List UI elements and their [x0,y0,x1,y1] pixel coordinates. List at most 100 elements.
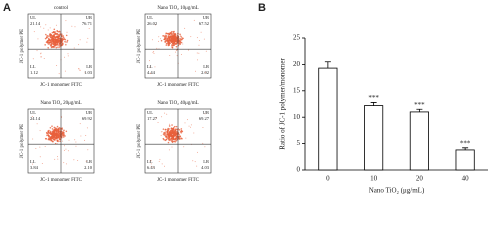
y-axis-label: JC-1 polymer PE [137,124,142,158]
significance-label: *** [414,101,425,109]
dot [167,37,169,40]
dot [174,140,177,143]
x-tick-label: 10 [370,175,378,183]
dot [43,57,45,59]
dot [176,130,178,132]
dot [48,43,51,45]
dot [183,146,185,148]
dot [167,141,170,144]
dot [203,38,205,40]
dot [164,36,166,38]
dot [63,132,65,134]
dot [168,149,170,151]
dot [45,24,47,26]
dot [166,32,169,35]
dot [78,44,80,46]
dot [190,36,192,38]
dot [51,125,53,127]
dot [152,51,154,53]
dot [190,126,192,128]
dot [168,39,171,41]
dot [75,145,77,147]
dot [75,141,77,143]
dot [174,35,177,37]
dot [43,27,45,29]
dot [204,71,206,73]
dot [56,139,59,141]
quadrant-value: 6.43 [147,165,156,170]
dot [171,33,173,36]
dot [64,40,66,43]
dot [165,42,168,45]
quadrant-value: 67.52 [199,21,209,26]
dot [35,147,37,149]
dot [50,43,53,46]
dot [51,128,54,130]
dot [171,35,173,38]
dot [58,46,61,48]
dot [181,130,184,133]
dot [164,131,167,133]
dot [162,137,165,140]
dot [180,128,183,130]
dot [45,131,48,134]
dot [54,43,57,45]
quadrant-label: LL [30,159,36,164]
dot [170,31,172,34]
dot [55,130,57,132]
dot [58,73,60,75]
dot [39,146,41,148]
error-bar [324,61,331,69]
dot [156,47,158,49]
dot [162,128,165,130]
dot [164,112,166,114]
dot [74,26,76,28]
dot [49,27,51,29]
dot [170,36,173,39]
dot [74,139,76,141]
dot [171,139,173,141]
dot [66,41,68,43]
quadrant-label: LR [86,159,92,164]
plot-title: Nano TiO₂ 10μg/mL [157,6,198,11]
dot [170,41,173,44]
dot [197,59,199,61]
dot [61,127,63,130]
quadrant-value: 69.27 [199,116,210,121]
dot [179,137,181,139]
quadrant-label: LL [147,159,153,164]
dot [149,66,151,68]
plot-title: Nano TiO₂ 40μg/mL [157,101,198,106]
dot [56,32,59,35]
dot [45,33,47,36]
dot [158,160,160,162]
dot [87,149,89,151]
dot [63,149,65,151]
dot [188,49,190,51]
dot [172,43,175,45]
dot [179,33,181,36]
dot [163,132,166,135]
dot [51,140,54,143]
quadrant-label: UR [86,110,92,115]
dot [58,134,60,136]
dot [63,129,65,132]
dot [61,38,64,40]
dot [49,126,52,129]
dot [160,39,163,42]
dot [86,127,88,129]
dot [169,139,171,142]
dot [57,137,60,139]
quadrant-label: UL [30,110,36,115]
dot [175,125,178,128]
dot-cloud [149,112,206,168]
dot [56,39,59,42]
dot [48,35,50,37]
dot [53,134,55,136]
dot [168,36,171,38]
dot [58,127,61,129]
dot [172,40,175,43]
dot [57,46,59,48]
dot [67,53,69,55]
dot [193,19,195,21]
